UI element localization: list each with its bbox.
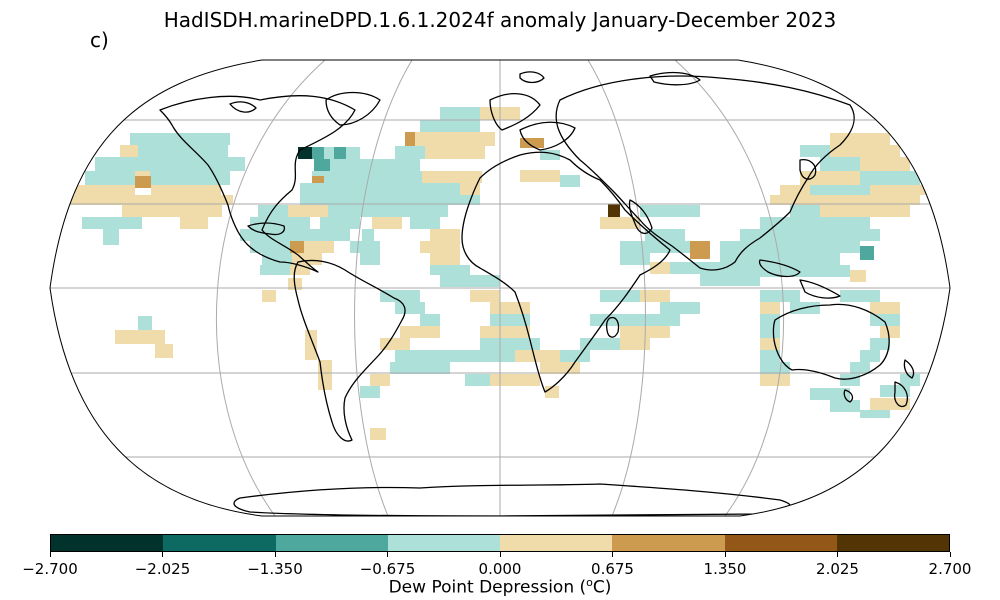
anomaly-cells	[68, 107, 930, 440]
colorbar-segment	[836, 535, 949, 551]
colorbar	[50, 534, 950, 552]
map-title: HadISDH.marineDPD.1.6.1.2024f anomaly Ja…	[163, 8, 837, 32]
colorbar-tick-label: −2.700	[22, 560, 78, 578]
colorbar-tick-label: 2.025	[816, 560, 859, 578]
colorbar-segment	[275, 535, 388, 551]
colorbar-segment	[387, 535, 500, 551]
globe-outline	[49, 59, 951, 517]
colorbar-tick-label: −0.675	[359, 560, 416, 578]
colorbar-tick-label: 0.675	[591, 560, 634, 578]
colorbar-tick	[837, 552, 838, 557]
colorbar-tick	[724, 552, 726, 557]
colorbar-ticks: −2.700 −2.025 −1.350 −0.675 0.000 0.675 1.350 2…	[0, 552, 1000, 582]
colorbar-tick-label: 0.000	[478, 560, 522, 578]
colorbar-tick	[612, 552, 613, 557]
colorbar-tick-label: −1.350	[247, 560, 303, 578]
colorbar-segment	[500, 535, 613, 551]
colorbar-tick-label: −2.025	[134, 560, 191, 578]
colorbar-segment	[51, 535, 164, 551]
colorbar-segment	[724, 535, 837, 551]
colorbar-tick	[274, 552, 276, 557]
colorbar-tick-label: 1.350	[703, 560, 747, 578]
gridlines	[50, 60, 950, 516]
colorbar-segment	[612, 535, 725, 551]
colorbar-tick	[949, 552, 951, 557]
colorbar-segment	[163, 535, 276, 551]
colorbar-tick	[49, 552, 51, 557]
colorbar-label: Dew Point Depression (oC)	[388, 576, 612, 598]
colorbar-tick	[499, 552, 501, 557]
colorbar-tick	[162, 552, 163, 557]
panel-label: c)	[90, 28, 109, 52]
colorbar-tick	[387, 552, 388, 557]
world-map	[49, 59, 951, 517]
colorbar-tick-label: 2.700	[928, 560, 972, 578]
